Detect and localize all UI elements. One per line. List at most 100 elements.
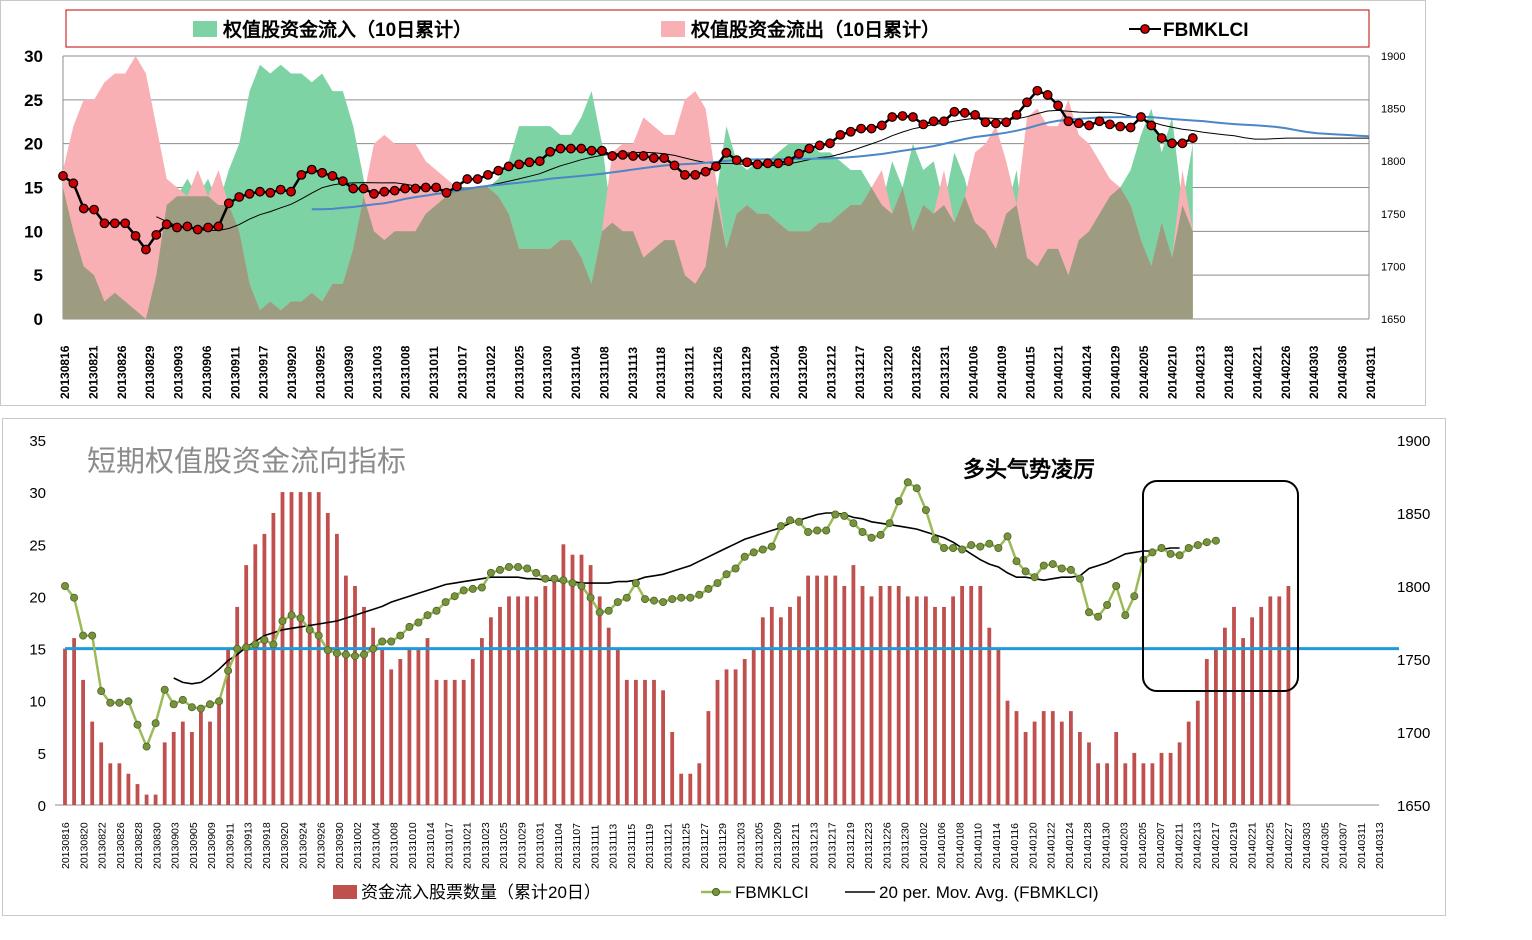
bar: [643, 679, 647, 805]
index-point: [1042, 90, 1053, 100]
index-point: [269, 640, 278, 649]
y-left-tick: 0: [34, 310, 43, 329]
y-left-tick: 15: [29, 642, 46, 659]
ma-short-line: [156, 109, 1369, 232]
x-tick-label: 20131204: [768, 345, 782, 399]
bar: [842, 586, 847, 805]
index-point: [795, 517, 804, 526]
bar: [226, 648, 230, 805]
index-point: [493, 165, 504, 176]
bar: [1150, 763, 1155, 805]
bar: [262, 533, 267, 805]
index-point: [1094, 116, 1105, 127]
index-point: [260, 635, 269, 644]
index-point: [251, 640, 260, 649]
index-point: [1136, 112, 1146, 122]
x-tick-label: 20140307: [1338, 822, 1350, 869]
bar: [525, 596, 530, 805]
index-point: [1003, 532, 1012, 541]
index-point: [495, 565, 504, 574]
x-tick-label: 20131008: [399, 345, 413, 399]
x-tick-label: 20131030: [541, 345, 555, 399]
index-point: [1012, 557, 1021, 566]
x-tick-label: 20131104: [553, 823, 565, 869]
legend-bar-label: 资金流入股票数量（累计20日）: [361, 883, 601, 902]
index-point: [89, 204, 99, 215]
index-point: [1001, 117, 1012, 128]
index-point: [876, 120, 887, 131]
bar: [371, 627, 375, 805]
index-point: [786, 516, 795, 525]
bar: [697, 763, 702, 805]
bar: [1286, 586, 1291, 805]
top-chart: 0 5 10 15 20 25 30 1650 1700 1750 1800 1850 1900 2013…: [24, 9, 1405, 399]
index-point: [1167, 138, 1177, 149]
index-point: [514, 562, 523, 571]
index-point: [1021, 567, 1030, 576]
index-point: [1148, 548, 1157, 557]
index-point: [61, 581, 70, 590]
index-point: [396, 631, 405, 640]
index-point: [504, 562, 513, 571]
index-point: [79, 631, 88, 640]
x-tick-label: 20130920: [279, 822, 291, 869]
index-point: [597, 145, 607, 156]
index-point: [1073, 118, 1084, 129]
bar: [615, 648, 620, 805]
x-tick-label: 20130905: [188, 822, 200, 869]
x-tick-label: 20130830: [151, 822, 163, 869]
index-point: [400, 183, 410, 194]
bar: [869, 596, 874, 805]
y-left-tick: 0: [38, 798, 46, 815]
index-point: [1193, 541, 1202, 550]
index-point: [178, 695, 187, 704]
x-tick-label: 20131004: [370, 822, 382, 869]
y-right-tick: 1800: [1397, 579, 1430, 596]
x-tick-label: 20140110: [973, 823, 985, 869]
y-right-tick: 1900: [1397, 433, 1430, 450]
bar: [978, 586, 983, 805]
index-point: [804, 528, 813, 537]
index-point: [1011, 110, 1022, 120]
x-tick-label: 20140221: [1246, 822, 1258, 869]
bar: [335, 533, 339, 805]
x-tick-label: 20131002: [352, 822, 364, 869]
index-point: [192, 224, 203, 235]
x-tick-label: 20140211: [1173, 823, 1185, 869]
x-tick-label: 20140106: [936, 822, 948, 869]
x-tick-label: 20131023: [480, 822, 492, 869]
x-tick-label: 20140109: [995, 345, 1009, 399]
x-tick-label: 20131213: [808, 822, 820, 869]
bar: [624, 679, 629, 805]
bar: [72, 638, 76, 805]
index-point: [337, 176, 348, 187]
index-point: [690, 169, 701, 180]
bar: [507, 596, 511, 805]
y-left-tick: 30: [24, 47, 43, 66]
bar: [1195, 700, 1200, 805]
index-point: [866, 123, 877, 134]
index-point: [586, 145, 597, 156]
bar: [380, 648, 385, 805]
x-tick-label: 20131111: [589, 824, 601, 869]
x-tick-label: 20131025: [498, 822, 510, 869]
index-point: [332, 649, 341, 658]
bar: [706, 711, 711, 805]
x-tick-label: 20131219: [845, 822, 857, 869]
index-point: [462, 174, 473, 184]
x-tick-label: 20131217: [853, 345, 867, 399]
index-point: [172, 222, 182, 233]
x-tick-label: 20131230: [900, 822, 912, 869]
bar: [1032, 721, 1037, 805]
y-left-tick: 5: [38, 746, 46, 763]
index-point: [668, 595, 677, 604]
index-point: [451, 181, 462, 192]
index-point: [976, 542, 985, 551]
bar: [634, 679, 638, 805]
y-right-tick: 1700: [1397, 725, 1430, 742]
x-tick-label: 20130906: [200, 345, 214, 399]
index-point: [713, 579, 722, 588]
x-tick-label: 20130911: [228, 346, 242, 399]
index-point: [1125, 122, 1136, 133]
index-point: [151, 229, 162, 240]
